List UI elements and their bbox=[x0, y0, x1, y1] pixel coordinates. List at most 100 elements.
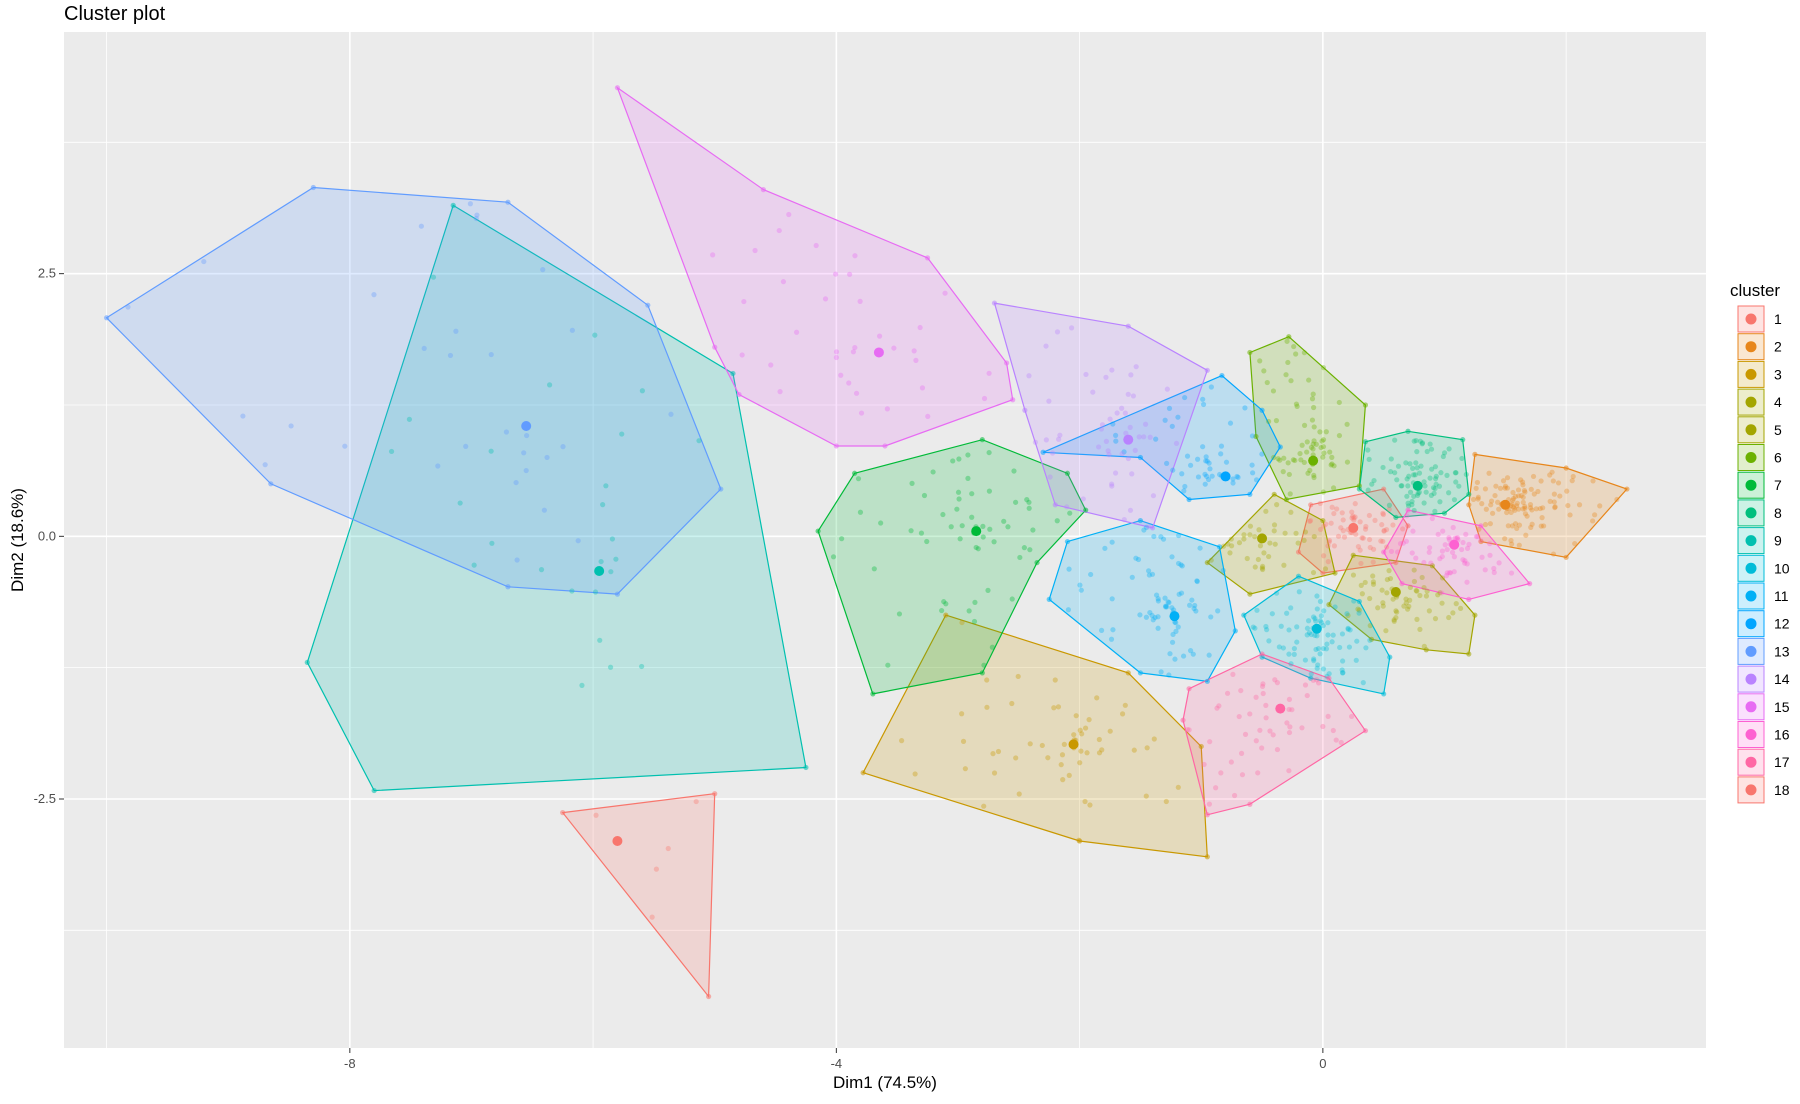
cluster-point-13 bbox=[201, 258, 207, 265]
cluster-point-10 bbox=[1363, 645, 1369, 651]
cluster-point-11 bbox=[1147, 609, 1153, 616]
cluster-point-15 bbox=[780, 279, 787, 285]
cluster-point-15 bbox=[858, 410, 865, 416]
cluster-point-2 bbox=[1502, 536, 1508, 542]
cluster-point-11 bbox=[1109, 539, 1115, 545]
cluster-point-2 bbox=[1488, 498, 1495, 504]
cluster-point-11 bbox=[1153, 592, 1160, 598]
cluster-point-10 bbox=[1317, 618, 1324, 624]
cluster-point-8 bbox=[1438, 470, 1444, 476]
cluster-point-17 bbox=[1247, 801, 1253, 807]
cluster-point-10 bbox=[1291, 645, 1298, 652]
cluster-point-2 bbox=[1504, 475, 1511, 481]
cluster-point-11 bbox=[1149, 571, 1156, 577]
cluster-point-2 bbox=[1504, 509, 1510, 516]
cluster-point-7 bbox=[979, 670, 985, 676]
cluster-point-12 bbox=[1253, 477, 1260, 483]
cluster-point-4 bbox=[1293, 530, 1299, 536]
cluster-point-5 bbox=[1379, 587, 1385, 593]
cluster-point-5 bbox=[1345, 612, 1351, 619]
cluster-point-13 bbox=[240, 413, 246, 419]
legend-marker-14 bbox=[1745, 673, 1757, 685]
cluster-point-17 bbox=[1325, 713, 1331, 720]
cluster-point-11 bbox=[1108, 636, 1115, 642]
cluster-point-16 bbox=[1409, 550, 1415, 556]
cluster-point-14 bbox=[1043, 343, 1049, 349]
cluster-point-8 bbox=[1418, 463, 1424, 469]
cluster-point-12 bbox=[1208, 384, 1214, 390]
cluster-point-10 bbox=[1273, 590, 1280, 596]
cluster-point-14 bbox=[1052, 502, 1058, 508]
cluster-point-1 bbox=[1295, 549, 1302, 555]
cluster-point-18 bbox=[693, 798, 699, 805]
cluster-point-4 bbox=[1271, 528, 1277, 534]
cluster-point-12 bbox=[1235, 474, 1241, 480]
cluster-point-1 bbox=[1400, 526, 1406, 532]
cluster-point-3 bbox=[1013, 755, 1019, 761]
cluster-point-8 bbox=[1451, 497, 1458, 503]
cluster-point-12 bbox=[1205, 476, 1212, 483]
cluster-point-3 bbox=[1119, 711, 1126, 717]
cluster-point-14 bbox=[1125, 391, 1131, 397]
cluster-point-11 bbox=[1190, 651, 1196, 657]
cluster-point-11 bbox=[1137, 517, 1144, 524]
cluster-point-12 bbox=[1259, 407, 1265, 413]
cluster-point-7 bbox=[855, 476, 862, 482]
cluster-point-11 bbox=[1102, 545, 1108, 551]
cluster-point-1 bbox=[1307, 518, 1313, 524]
cluster-point-14 bbox=[1098, 426, 1105, 432]
cluster-point-6 bbox=[1288, 378, 1294, 384]
cluster-point-16 bbox=[1460, 539, 1466, 546]
cluster-point-2 bbox=[1528, 486, 1534, 492]
cluster-point-3 bbox=[1073, 713, 1079, 719]
cluster-point-17 bbox=[1259, 651, 1265, 657]
cluster-point-4 bbox=[1288, 509, 1294, 515]
cluster-point-16 bbox=[1454, 535, 1460, 542]
cluster-point-5 bbox=[1370, 581, 1377, 587]
cluster-point-11 bbox=[1146, 572, 1153, 578]
cluster-point-11 bbox=[1155, 598, 1161, 604]
cluster-point-6 bbox=[1291, 343, 1297, 350]
cluster-point-2 bbox=[1510, 496, 1517, 502]
cluster-point-5 bbox=[1359, 591, 1365, 597]
cluster-point-6 bbox=[1277, 457, 1283, 463]
cluster-point-2 bbox=[1552, 504, 1558, 510]
cluster-point-11 bbox=[1143, 524, 1150, 530]
legend-label-6: 6 bbox=[1774, 450, 1782, 466]
cluster-point-3 bbox=[1078, 748, 1084, 754]
cluster-point-2 bbox=[1470, 496, 1477, 503]
cluster-center-6 bbox=[1308, 455, 1319, 466]
cluster-point-9 bbox=[388, 448, 395, 455]
cluster-point-15 bbox=[1010, 397, 1016, 403]
cluster-point-7 bbox=[815, 528, 821, 534]
cluster-point-9 bbox=[430, 274, 437, 280]
cluster-point-8 bbox=[1433, 481, 1439, 487]
cluster-point-10 bbox=[1323, 646, 1330, 652]
cluster-point-4 bbox=[1271, 491, 1277, 497]
cluster-point-1 bbox=[1380, 510, 1386, 516]
legend-marker-9 bbox=[1745, 535, 1757, 547]
cluster-hull-10 bbox=[1243, 575, 1391, 695]
cluster-point-16 bbox=[1410, 528, 1416, 534]
cluster-point-1 bbox=[1350, 513, 1356, 519]
cluster-point-11 bbox=[1146, 568, 1152, 574]
cluster-point-8 bbox=[1398, 483, 1404, 489]
cluster-point-12 bbox=[1247, 491, 1253, 497]
cluster-point-17 bbox=[1253, 738, 1259, 744]
cluster-point-5 bbox=[1413, 587, 1419, 594]
cluster-point-14 bbox=[1109, 483, 1115, 489]
cluster-point-5 bbox=[1437, 590, 1443, 596]
cluster-point-1 bbox=[1326, 539, 1332, 545]
cluster-point-10 bbox=[1320, 645, 1327, 652]
cluster-point-14 bbox=[1026, 373, 1032, 379]
cluster-point-6 bbox=[1320, 444, 1327, 450]
cluster-point-2 bbox=[1520, 499, 1526, 506]
cluster-point-17 bbox=[1207, 739, 1213, 745]
cluster-point-16 bbox=[1442, 542, 1448, 548]
cluster-point-8 bbox=[1430, 485, 1437, 491]
cluster-point-17 bbox=[1257, 727, 1263, 733]
cluster-point-2 bbox=[1549, 469, 1555, 475]
cluster-point-8 bbox=[1411, 438, 1417, 444]
cluster-point-8 bbox=[1405, 483, 1411, 489]
cluster-point-15 bbox=[833, 349, 840, 355]
